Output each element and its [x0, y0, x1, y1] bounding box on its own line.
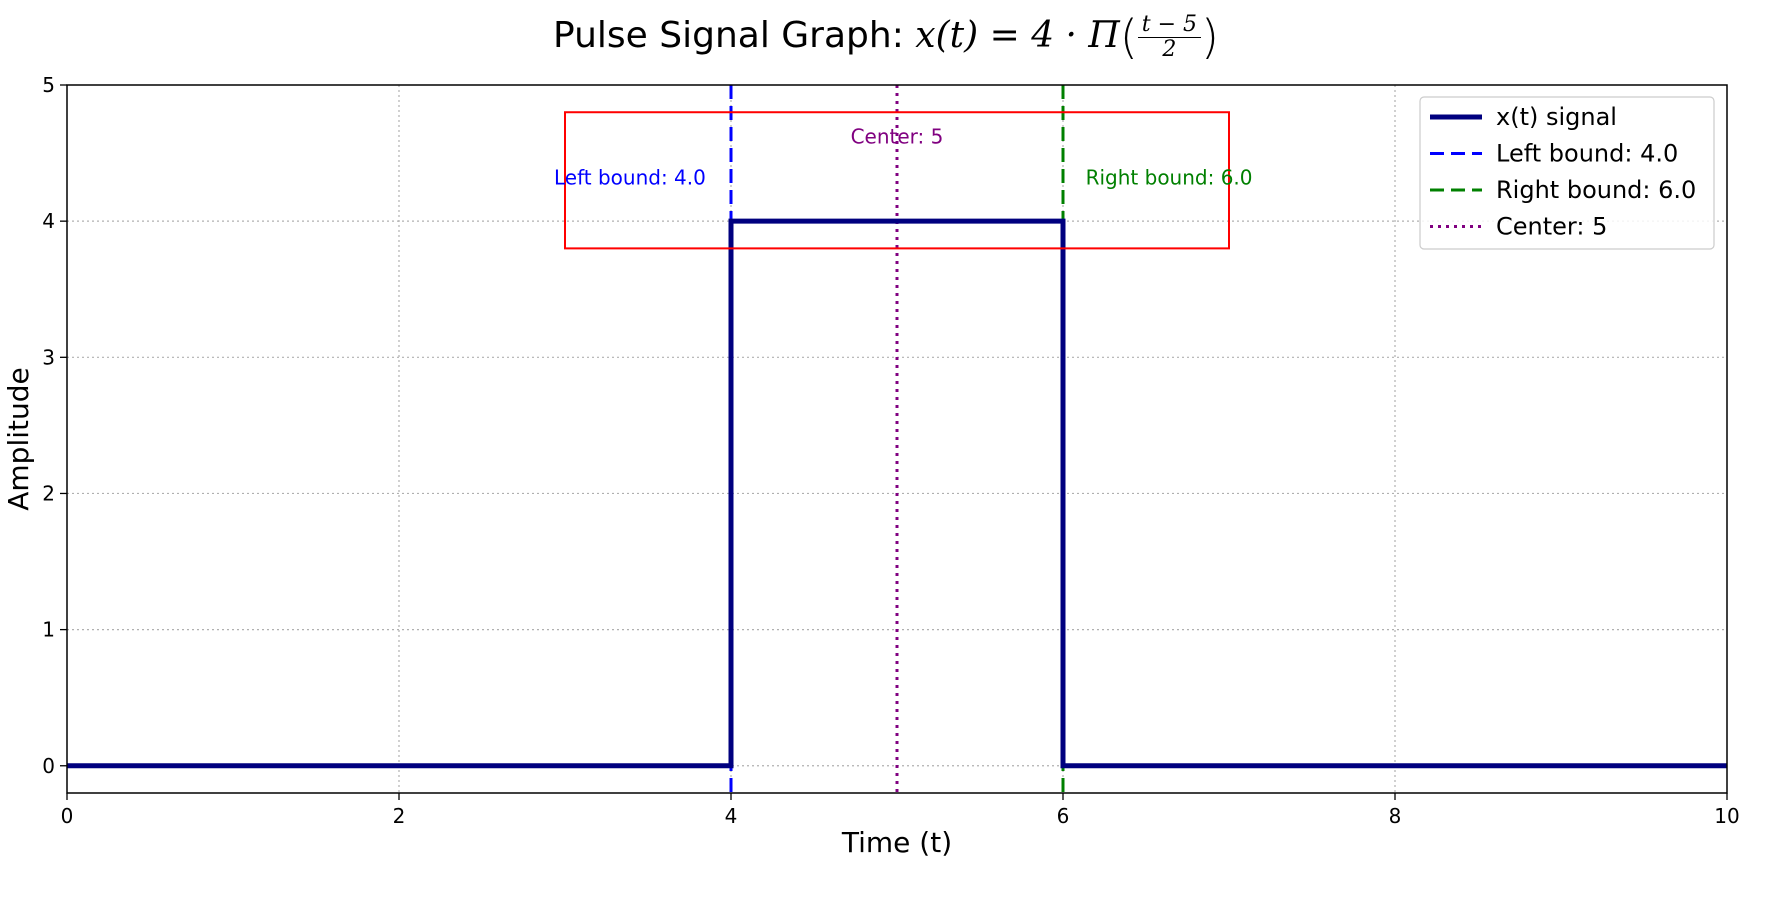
annotation-2: Right bound: 6.0	[1086, 165, 1253, 189]
x-tick-label: 0	[61, 804, 74, 828]
y-tick-label: 0	[42, 754, 55, 778]
title-fraction-numerator: t − 5	[1137, 12, 1202, 38]
axes-frame	[66, 84, 1728, 794]
y-tick-label: 5	[42, 73, 55, 97]
x-tick-label: 2	[393, 804, 406, 828]
highlight-box	[564, 111, 1230, 250]
y-tick-label: 1	[42, 618, 55, 642]
legend-label-1: Left bound: 4.0	[1496, 140, 1678, 168]
title-left-paren: (	[1119, 10, 1138, 64]
tick-labels: 0 2 4 6 8 10 0 1 2 3 4 5	[42, 73, 1739, 828]
chart-title-text: Pulse Signal Graph:	[553, 15, 904, 56]
y-tick-label: 4	[42, 209, 55, 233]
y-tick-label: 3	[42, 345, 55, 369]
chart-title-formula: x(t) = 4 · Π	[915, 15, 1120, 56]
x-axis-label: Time (t)	[841, 826, 952, 859]
x-tick-label: 4	[725, 804, 738, 828]
x-tick-label: 6	[1057, 804, 1070, 828]
legend: x(t) signal Left bound: 4.0 Right bound: 6…	[1419, 96, 1715, 250]
series-line-0	[67, 218, 1727, 769]
chart-title: Pulse Signal Graph: x(t) = 4 · Π(t − 5 2)	[0, 10, 1772, 64]
x-tick-label: 8	[1389, 804, 1402, 828]
legend-label-2: Right bound: 6.0	[1496, 176, 1696, 204]
y-axis-label: Amplitude	[2, 367, 35, 511]
y-tick-label: 2	[42, 481, 55, 505]
legend-label-3: Center: 5	[1496, 213, 1607, 241]
title-right-paren: )	[1201, 10, 1219, 64]
legend-label-0: x(t) signal	[1496, 103, 1617, 131]
annotation-0: Left bound: 4.0	[554, 165, 706, 189]
legend-box	[1419, 96, 1715, 250]
title-fraction-denominator: 2	[1162, 36, 1177, 62]
annotation-1: Center: 5	[851, 125, 944, 149]
x-tick-label: 10	[1714, 804, 1739, 828]
